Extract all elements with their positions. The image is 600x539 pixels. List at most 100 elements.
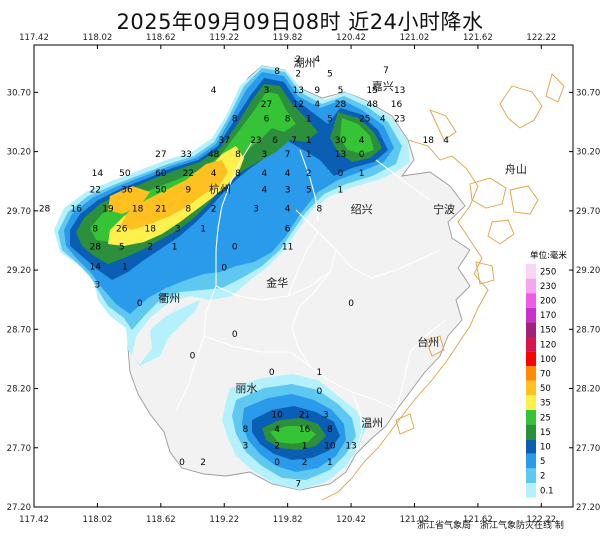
station-value: 8 [327,425,333,435]
station-value: 60 [155,169,167,179]
y-tick-label-left-2: 29.70 [7,207,31,217]
x-tick-label-top-1: 118.02 [83,33,113,43]
station-value: 2 [200,458,206,468]
station-value: 7 [291,136,297,146]
station-value: 0 [269,368,275,378]
station-value: 4 [262,169,268,179]
x-tick-label-top-0: 117.42 [19,33,49,43]
legend-swatch-2 [526,293,536,308]
station-value: 18 [132,204,144,214]
station-value: 10 [271,411,283,421]
x-tick-label-top-2: 118.62 [146,33,176,43]
station-value: 25 [359,114,370,124]
x-tick-label-top-4: 119.82 [273,33,303,43]
station-value: 8 [235,150,241,160]
station-value: 3 [175,225,181,235]
station-value: 23 [394,114,405,124]
legend-swatch-3 [526,307,536,323]
city-label-6: 衢州 [158,292,180,305]
x-tick-label-bottom-6: 121.02 [400,515,430,525]
legend-label-1: 230 [540,282,556,292]
station-value: 0 [359,150,365,160]
legend-label-2: 200 [540,297,556,307]
legend-label-6: 100 [540,355,556,365]
station-value: 1 [316,368,322,378]
station-value: 1 [306,150,312,160]
station-value: 4 [211,86,217,96]
rain-area-25mm-ne [340,118,374,154]
station-value: 6 [264,114,270,124]
station-value: 14 [90,263,102,273]
station-value: 22 [90,186,101,196]
station-value: 12 [292,100,303,110]
x-tick-label-bottom-3: 119.22 [209,515,239,525]
station-value: 3 [285,186,291,196]
city-label-4: 宁波 [433,202,455,216]
station-value: 9 [185,186,191,196]
station-value: 16 [391,100,403,110]
station-value: 16 [299,425,311,435]
station-value: 0 [221,264,227,274]
station-value: 4 [314,55,320,65]
station-value: 0 [338,169,344,179]
station-value: 0 [179,458,185,468]
city-label-9: 丽水 [235,382,257,395]
station-value: 1 [172,242,178,252]
legend-swatch-14 [526,468,536,483]
legend-label-14: 2 [540,472,545,482]
y-tick-label-left-5: 28.20 [7,385,31,395]
legend-label-12: 10 [540,443,551,453]
legend-label-10: 25 [540,413,551,423]
station-value: 8 [232,114,238,124]
legend-label-5: 120 [540,340,556,350]
city-label-3: 绍兴 [351,202,373,216]
station-value: 48 [366,100,378,110]
station-value: 6 [285,225,291,235]
city-label-10: 温州 [361,416,383,429]
legend-swatch-6 [526,351,536,367]
rain-area-south-25mm [270,426,316,444]
station-value: 2 [306,169,312,179]
x-tick-label-bottom-2: 118.62 [146,515,176,525]
station-value: 5 [327,114,333,124]
x-tick-label-top-8: 122.22 [526,33,556,43]
station-value: 5 [306,186,312,196]
station-value: 0 [137,299,143,309]
rain-area-50mm-b [108,186,150,214]
legend-swatch-10 [526,410,536,425]
station-value: 23 [250,136,261,146]
station-value: 50 [119,169,131,179]
station-value: 26 [116,225,128,235]
legend-swatch-5 [526,337,536,352]
city-boundaries [175,141,447,451]
station-value: 8 [185,204,191,214]
station-value: 4 [359,136,365,146]
legend-swatch-13 [526,453,536,469]
x-tick-label-bottom-8: 122.22 [526,515,556,525]
station-value: 3 [264,86,270,96]
credit-bureau: 浙江省气象局 [417,519,471,531]
station-value: 8 [285,114,291,124]
legend-swatch-0 [526,264,536,279]
legend-label-11: 15 [540,428,551,438]
station-value: 3 [323,411,329,421]
x-tick-label-bottom-5: 120.42 [336,515,366,525]
legend-label-7: 70 [540,370,551,380]
station-value: 0 [316,387,322,397]
station-value: 3 [262,150,268,160]
credit-platform: 浙江气象防灾在线 制 [480,519,564,531]
y-tick-label-left-6: 27.70 [7,444,31,454]
y-axis: 30.70 30.70 30.20 30.20 29.70 29.70 29.20 29.20… [7,88,600,513]
station-value: 0 [232,242,238,252]
station-value: 3 [95,280,101,290]
rain-shading [54,66,410,490]
station-value: 6 [272,136,278,146]
station-value: 4 [443,136,449,146]
y-tick-label-right-2: 29.70 [576,207,600,217]
legend-swatch-15 [526,483,536,498]
station-value: 0 [232,330,238,340]
rain-area-50mm [120,160,228,230]
legend-swatch-9 [526,395,536,410]
station-value: 21 [299,411,310,421]
